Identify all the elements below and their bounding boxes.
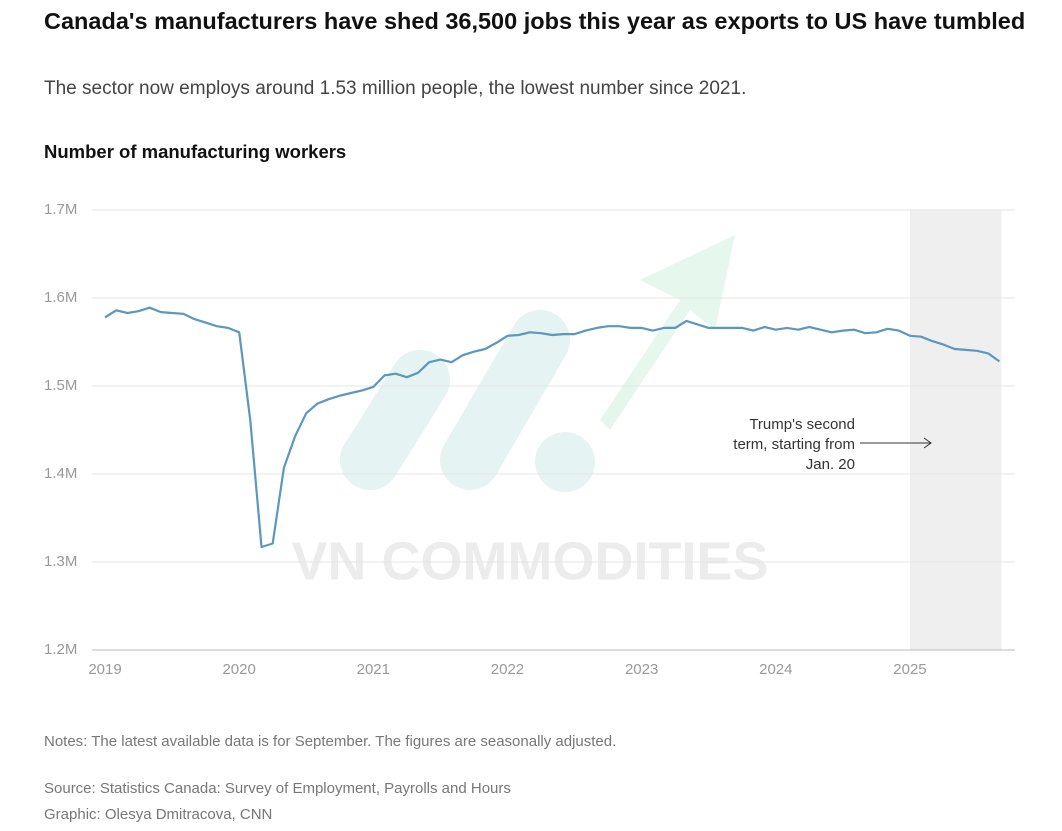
annotation: Trump's second — [749, 416, 855, 433]
chart-subtitle: The sector now employs around 1.53 milli… — [44, 78, 747, 99]
chart-title: Canada's manufacturers have shed 36,500 … — [44, 8, 1026, 34]
annotation-arrowhead — [923, 437, 932, 449]
y-tick-label: 1.6M — [44, 289, 77, 306]
watermark: VN COMMODITIES — [291, 531, 768, 591]
y-tick-label: 1.5M — [44, 377, 77, 394]
data-line — [104, 306, 1001, 549]
x-tick-label: 2019 — [88, 661, 121, 678]
y-tick-label: 1.4M — [44, 465, 77, 482]
credit: Graphic: Olesya Dmitracova, CNN — [44, 806, 273, 823]
y-axis-title: Number of manufacturing workers — [44, 141, 347, 162]
annotation: term, starting from — [733, 436, 855, 453]
annotation: Jan. 20 — [806, 456, 855, 473]
x-tick-label: 2023 — [625, 661, 658, 678]
y-tick-label: 1.3M — [44, 553, 77, 570]
x-tick-label: 2022 — [491, 661, 524, 678]
x-tick-label: 2021 — [357, 661, 390, 678]
x-tick-label: 2024 — [759, 661, 792, 678]
x-tick-label: 2020 — [222, 661, 255, 678]
notes: Notes: The latest available data is for … — [44, 733, 617, 750]
watermark-logo — [340, 235, 735, 492]
x-tick-label: 2025 — [893, 661, 926, 678]
highlight-period — [909, 210, 1002, 650]
y-tick-label: 1.7M — [44, 201, 77, 218]
source: Source: Statistics Canada: Survey of Emp… — [44, 780, 511, 797]
y-tick-label: 1.2M — [44, 641, 77, 658]
